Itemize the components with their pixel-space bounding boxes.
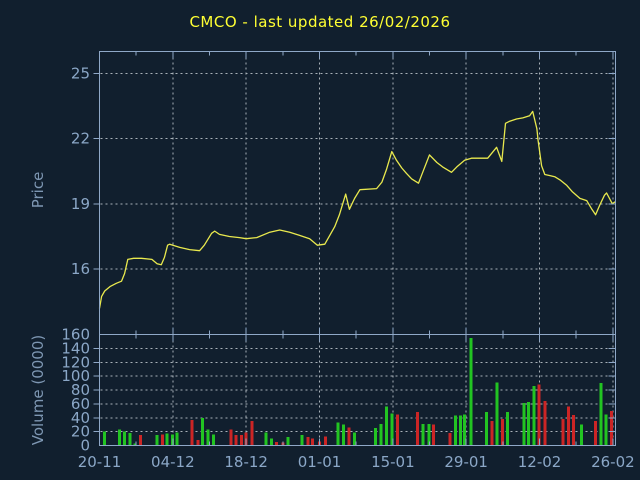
x-tick-label: 26-02 <box>591 453 635 471</box>
x-tick-label: 29-01 <box>444 453 488 471</box>
volume-bar <box>527 401 531 445</box>
volume-bar <box>454 415 458 445</box>
volume-bar <box>342 424 346 445</box>
volume-bar <box>175 432 179 445</box>
x-tick-label: 20-11 <box>78 453 122 471</box>
volume-bar <box>170 434 174 445</box>
volume-bar <box>537 384 541 445</box>
volume-bar <box>133 443 137 445</box>
volume-bar <box>196 439 200 445</box>
price-y-tick-label: 19 <box>71 195 90 213</box>
volume-bar <box>415 412 419 445</box>
volume-bar <box>609 410 613 445</box>
volume-bar <box>155 435 159 445</box>
volume-y-tick-label: 120 <box>61 353 90 371</box>
volume-bar <box>500 419 504 445</box>
volume-bar <box>229 429 233 445</box>
volume-bar <box>306 437 310 445</box>
volume-bar <box>572 414 576 445</box>
volume-bar <box>579 424 583 445</box>
volume-bar <box>594 421 598 445</box>
volume-y-tick-label: 20 <box>71 423 90 441</box>
volume-bar <box>506 412 510 445</box>
volume-bar <box>275 442 279 445</box>
volume-bar <box>522 403 526 445</box>
volume-bar <box>561 419 565 445</box>
volume-bar <box>374 428 378 445</box>
volume-bar <box>469 337 473 445</box>
volume-bar <box>458 415 462 445</box>
volume-bar <box>160 434 164 445</box>
price-y-tick-label: 16 <box>71 260 90 278</box>
x-tick-label: 15-01 <box>371 453 415 471</box>
volume-bar <box>347 427 351 445</box>
volume-bar <box>212 434 216 445</box>
volume-y-tick-label: 0 <box>80 437 90 455</box>
volume-bar <box>117 429 121 445</box>
x-tick-label: 04-12 <box>151 453 195 471</box>
volume-bar <box>264 432 268 445</box>
volume-y-tick-label: 160 <box>61 326 90 344</box>
x-tick-label: 01-01 <box>298 453 342 471</box>
volume-bar <box>427 423 431 445</box>
volume-bar <box>532 385 536 445</box>
volume-bar <box>463 414 467 445</box>
volume-bar <box>206 429 210 445</box>
volume-bar <box>128 433 132 445</box>
volume-bar <box>336 422 340 445</box>
volume-bar <box>103 431 107 445</box>
volume-bar <box>543 401 547 445</box>
volume-bar <box>566 406 570 445</box>
volume-bar <box>201 417 205 445</box>
volume-bar <box>490 421 494 445</box>
volume-bar <box>604 414 608 445</box>
volume-y-tick-label: 40 <box>71 409 90 427</box>
volume-bar <box>250 421 254 445</box>
volume-bar <box>353 432 357 445</box>
chart-title: CMCO - last updated 26/02/2026 <box>189 13 451 31</box>
volume-bar <box>485 412 489 445</box>
volume-bar <box>495 382 499 445</box>
volume-bar <box>165 433 169 445</box>
volume-bar <box>385 406 389 445</box>
volume-y-tick-label: 60 <box>71 395 90 413</box>
volume-bar <box>286 437 290 445</box>
x-tick-label: 12-02 <box>518 453 562 471</box>
volume-bar <box>396 414 400 445</box>
x-tick-label: 18-12 <box>224 453 268 471</box>
volume-bar <box>379 423 383 445</box>
volume-bar <box>432 424 436 445</box>
price-y-tick-label: 22 <box>71 130 90 148</box>
volume-bar <box>239 435 243 445</box>
volume-bar <box>138 435 142 445</box>
volume-bar <box>448 433 452 445</box>
price-line <box>98 110 616 309</box>
volume-bar <box>190 419 194 445</box>
volume-y-tick-label: 80 <box>71 381 90 399</box>
volume-bar <box>300 435 304 445</box>
volume-bar <box>390 413 394 445</box>
volume-bar <box>421 423 425 445</box>
volume-bar <box>599 383 603 445</box>
price-y-tick-label: 25 <box>71 64 90 82</box>
volume-y-tick-label: 140 <box>61 339 90 357</box>
volume-y-tick-label: 100 <box>61 367 90 385</box>
volume-bar <box>311 438 315 445</box>
volume-bar <box>323 436 327 445</box>
volume-bar <box>269 438 273 445</box>
volume-bar <box>123 431 127 445</box>
volume-bar <box>234 435 238 445</box>
